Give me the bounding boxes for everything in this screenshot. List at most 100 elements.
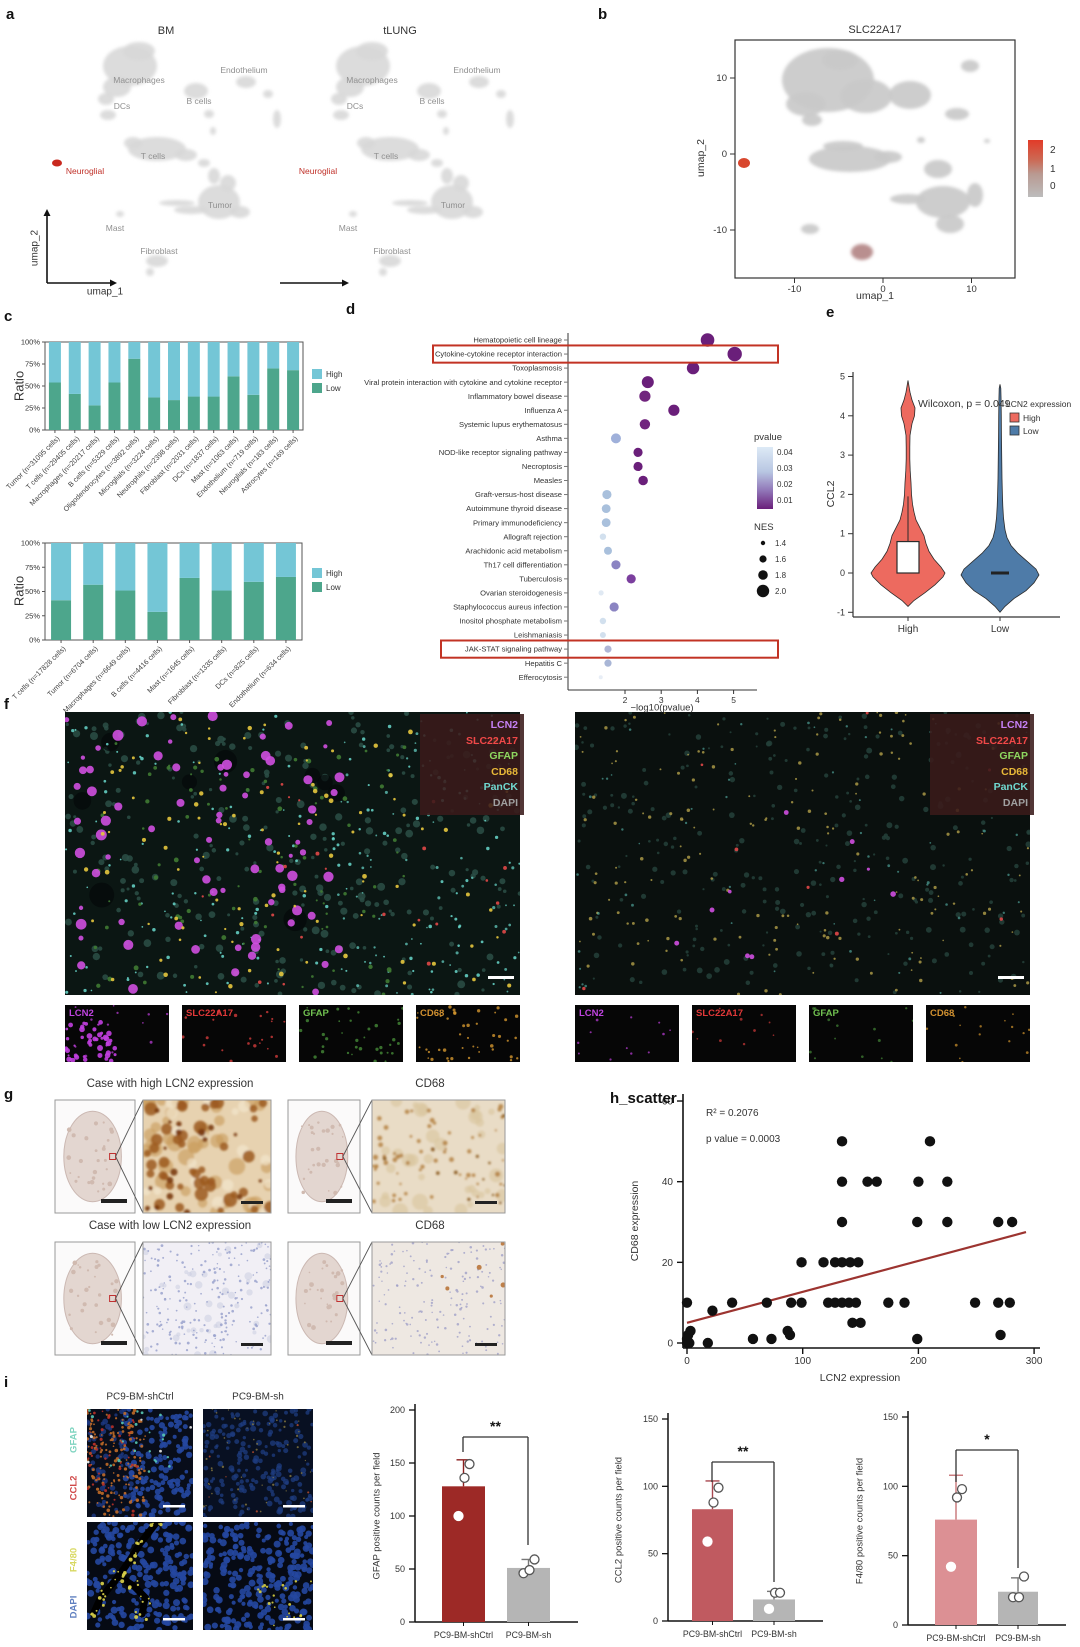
svg-text:75%: 75% <box>25 360 40 369</box>
svg-text:5: 5 <box>840 372 845 382</box>
f-subpanel-label-gfap: GFAP <box>813 1008 839 1019</box>
svg-text:NOD-like receptor signaling pa: NOD-like receptor signaling pathway <box>439 448 562 457</box>
svg-text:1.4: 1.4 <box>775 539 787 548</box>
f-legend-item-slc22a17: SLC22A17 <box>976 734 1028 747</box>
f-subpanel-label-cd68: CD68 <box>420 1008 445 1019</box>
svg-text:Arachidonic acid metabolism: Arachidonic acid metabolism <box>465 546 562 555</box>
e-yaxis-label: CCL2 <box>825 480 837 508</box>
c-top-ylabel: Ratio <box>11 370 27 402</box>
i-ccl2-ylabel: CCL2 positive counts per field <box>613 1456 625 1584</box>
svg-text:5: 5 <box>731 695 736 705</box>
svg-text:Fibroblast: Fibroblast <box>140 246 178 256</box>
svg-text:Tuberculosis: Tuberculosis <box>519 574 562 583</box>
svg-text:10: 10 <box>716 73 727 84</box>
svg-text:-10: -10 <box>713 225 727 236</box>
f-legend-item-gfap: GFAP <box>489 750 518 762</box>
svg-text:150: 150 <box>390 1458 405 1468</box>
svg-text:1: 1 <box>840 529 845 539</box>
svg-text:High: High <box>898 624 919 635</box>
f-legend-item-slc22a17: SLC22A17 <box>466 734 518 747</box>
f-subpanel-label-lcn2: LCN2 <box>69 1008 94 1019</box>
h-r2-stat: R² = 0.2076 <box>706 1108 759 1119</box>
svg-text:100: 100 <box>794 1356 811 1367</box>
svg-text:0: 0 <box>840 568 845 578</box>
svg-text:100: 100 <box>883 1481 898 1491</box>
d-xaxis-label: −log10(pvalue) <box>630 702 694 714</box>
d-pvalue-legend-title: pvalue <box>754 432 782 443</box>
svg-text:DCs: DCs <box>347 101 364 111</box>
panel-g-label: g <box>4 1086 14 1103</box>
svg-text:T cells (n=17828 cells): T cells (n=17828 cells) <box>10 644 67 701</box>
svg-text:Measles: Measles <box>534 476 562 485</box>
svg-text:Mast: Mast <box>339 223 358 233</box>
g-title-low: Case with low LCN2 expression <box>88 1220 252 1232</box>
svg-text:40: 40 <box>662 1177 674 1188</box>
svg-text:Low: Low <box>1023 426 1039 436</box>
svg-text:PC9-BM-shCtrl: PC9-BM-shCtrl <box>683 1629 742 1639</box>
svg-text:T cells: T cells <box>374 151 398 161</box>
svg-text:0.03: 0.03 <box>777 464 793 473</box>
svg-text:Toxoplasmosis: Toxoplasmosis <box>512 364 562 373</box>
svg-text:Fibroblast: Fibroblast <box>373 246 411 256</box>
svg-text:Staphylococcus aureus infectio: Staphylococcus aureus infection <box>453 603 562 612</box>
svg-text:Macrophages: Macrophages <box>113 75 165 85</box>
svg-text:-10: -10 <box>788 284 802 295</box>
svg-text:100: 100 <box>390 1511 405 1521</box>
svg-text:Cytokine-cytokine receptor int: Cytokine-cytokine receptor interaction <box>435 350 562 359</box>
svg-text:50%: 50% <box>25 587 40 596</box>
h-yaxis-label: CD68 expression <box>629 1180 641 1262</box>
svg-text:DCs: DCs <box>114 101 131 111</box>
svg-text:0: 0 <box>1050 181 1056 192</box>
f-subpanel-label-slc22a17: SLC22A17 <box>696 1008 743 1019</box>
svg-text:25%: 25% <box>25 404 40 413</box>
f-subpanel-label-cd68: CD68 <box>930 1008 955 1019</box>
umap-bm-title: BM <box>157 25 175 37</box>
svg-text:50: 50 <box>648 1549 658 1559</box>
svg-text:Allograft rejection: Allograft rejection <box>503 532 562 541</box>
i-row-label-f480: F4/80 <box>68 1547 80 1573</box>
svg-text:2.0: 2.0 <box>775 587 787 596</box>
e-wilcoxon-annotation: Wilcoxon, p = 0.049 <box>918 398 1011 410</box>
e-legend-title: LCN2 expression <box>1006 399 1072 409</box>
svg-text:50: 50 <box>395 1564 405 1574</box>
svg-text:Autoimmune thyroid disease: Autoimmune thyroid disease <box>466 504 562 513</box>
svg-text:Leishmaniasis: Leishmaniasis <box>514 631 562 640</box>
svg-text:100%: 100% <box>21 338 41 347</box>
svg-text:0.04: 0.04 <box>777 448 793 457</box>
svg-text:Endothelium (n=634 cells): Endothelium (n=634 cells) <box>227 644 292 709</box>
i-row-label-gfap: GFAP <box>68 1427 80 1453</box>
svg-text:0: 0 <box>893 1620 898 1630</box>
svg-text:Hematopoietic cell lineage: Hematopoietic cell lineage <box>473 336 562 345</box>
svg-text:100%: 100% <box>21 539 41 548</box>
f-subpanel-label-slc22a17: SLC22A17 <box>186 1008 233 1019</box>
g-title-cd68-1: CD68 <box>415 1078 445 1090</box>
f-subpanel-label-gfap: GFAP <box>303 1008 329 1019</box>
f-legend-item-dapi: DAPI <box>1002 796 1028 809</box>
svg-text:Primary immunodeficiency: Primary immunodeficiency <box>473 518 562 527</box>
svg-text:B cells: B cells <box>186 96 211 106</box>
i-col-title-shctrl: PC9-BM-shCtrl <box>106 1391 174 1403</box>
i-col-title-sh: PC9-BM-sh <box>232 1391 284 1403</box>
panel-e-label: e <box>826 304 835 321</box>
i-f480-ylabel: F4/80 positive counts per field <box>854 1457 866 1585</box>
f-legend-item-panck: PanCK <box>483 781 518 793</box>
svg-text:PC9-BM-shCtrl: PC9-BM-shCtrl <box>926 1633 985 1643</box>
b-title: SLC22A17 <box>848 24 902 36</box>
f-legend-item-cd68: CD68 <box>1001 765 1028 778</box>
svg-text:Tumor: Tumor <box>441 200 465 210</box>
svg-text:Mast: Mast <box>106 223 125 233</box>
svg-text:0.01: 0.01 <box>777 496 793 505</box>
f-legend-item-lcn2: LCN2 <box>1000 719 1028 731</box>
f-legend-item-dapi: DAPI <box>492 796 518 809</box>
svg-text:3: 3 <box>840 450 845 460</box>
panel-a-label: a <box>6 6 15 23</box>
panel-c-label: c <box>4 308 13 325</box>
svg-text:1.6: 1.6 <box>775 555 787 564</box>
f-legend-item-panck: PanCK <box>993 781 1028 793</box>
svg-text:Neuroglial: Neuroglial <box>66 166 104 176</box>
b-xaxis-label: umap_1 <box>856 290 894 302</box>
svg-text:150: 150 <box>643 1414 658 1424</box>
svg-text:0: 0 <box>400 1617 405 1627</box>
a-xaxis-label: umap_1 <box>86 286 124 298</box>
